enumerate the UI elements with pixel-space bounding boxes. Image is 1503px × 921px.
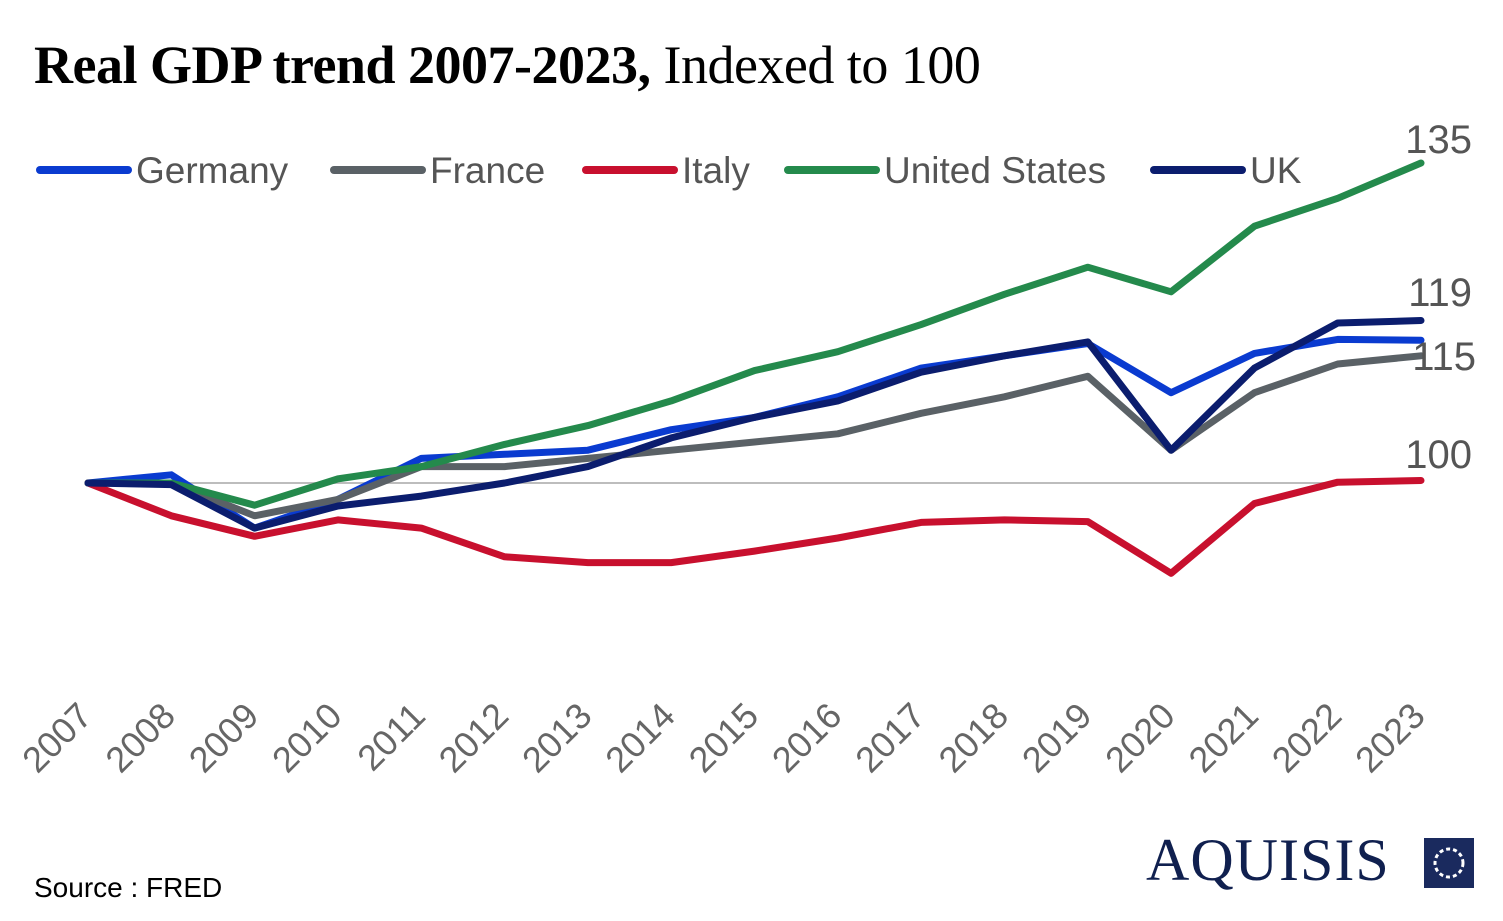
x-tick-label: 2020 (1097, 695, 1183, 781)
legend-entry: Italy (582, 150, 750, 191)
x-tick-label: 2021 (1180, 695, 1266, 781)
x-tick-label: 2014 (597, 695, 683, 781)
x-tick-label: 2022 (1264, 695, 1350, 781)
x-tick-label: 2016 (764, 695, 850, 781)
end-value-label: 135 (1405, 118, 1472, 162)
legend-label: France (430, 150, 545, 191)
chart-title-rest: Indexed to 100 (650, 35, 981, 95)
series-line-uk (84, 317, 1425, 532)
source-note: Source : FRED (34, 872, 223, 903)
x-tick-label: 2009 (181, 695, 267, 781)
x-tick-label: 2007 (14, 695, 100, 781)
x-tick-label: 2019 (1014, 695, 1100, 781)
end-value-labels: 135 119 115 100 (1405, 118, 1476, 477)
legend-entry: Germany (36, 150, 289, 191)
x-tick-label: 2011 (349, 695, 433, 779)
series-lines (84, 159, 1425, 577)
legend-label: UK (1250, 150, 1302, 191)
x-tick-label: 2013 (514, 695, 600, 781)
brand-logo-icon (1424, 838, 1474, 888)
legend-entry: United States (784, 150, 1106, 191)
series-line-united-states (84, 159, 1425, 509)
brand-logo-text: AQUISIS (1146, 827, 1390, 893)
legend-entry: France (330, 150, 545, 191)
legend-entry: UK (1150, 150, 1302, 191)
legend-label: United States (884, 150, 1106, 191)
x-tick-label: 2023 (1347, 695, 1433, 781)
x-tick-label: 2012 (431, 695, 517, 781)
x-tick-label: 2010 (264, 695, 350, 781)
x-tick-label: 2008 (97, 695, 183, 781)
end-value-label: 100 (1405, 433, 1472, 477)
dotted-circle-icon (1433, 847, 1465, 879)
legend-label: Germany (136, 150, 289, 191)
legend: Germany France Italy United States UK (36, 150, 1302, 191)
end-value-label: 119 (1408, 271, 1472, 315)
end-value-label: 115 (1412, 335, 1476, 379)
chart-title: Real GDP trend 2007-2023, Indexed to 100 (34, 34, 981, 96)
x-tick-label: 2018 (930, 695, 1016, 781)
x-tick-label: 2017 (847, 695, 933, 781)
chart-title-bold: Real GDP trend 2007-2023, (34, 35, 651, 95)
series-line-italy (84, 477, 1425, 577)
x-tick-label: 2015 (681, 695, 767, 781)
legend-label: Italy (682, 150, 750, 191)
series-line-france (84, 352, 1425, 520)
